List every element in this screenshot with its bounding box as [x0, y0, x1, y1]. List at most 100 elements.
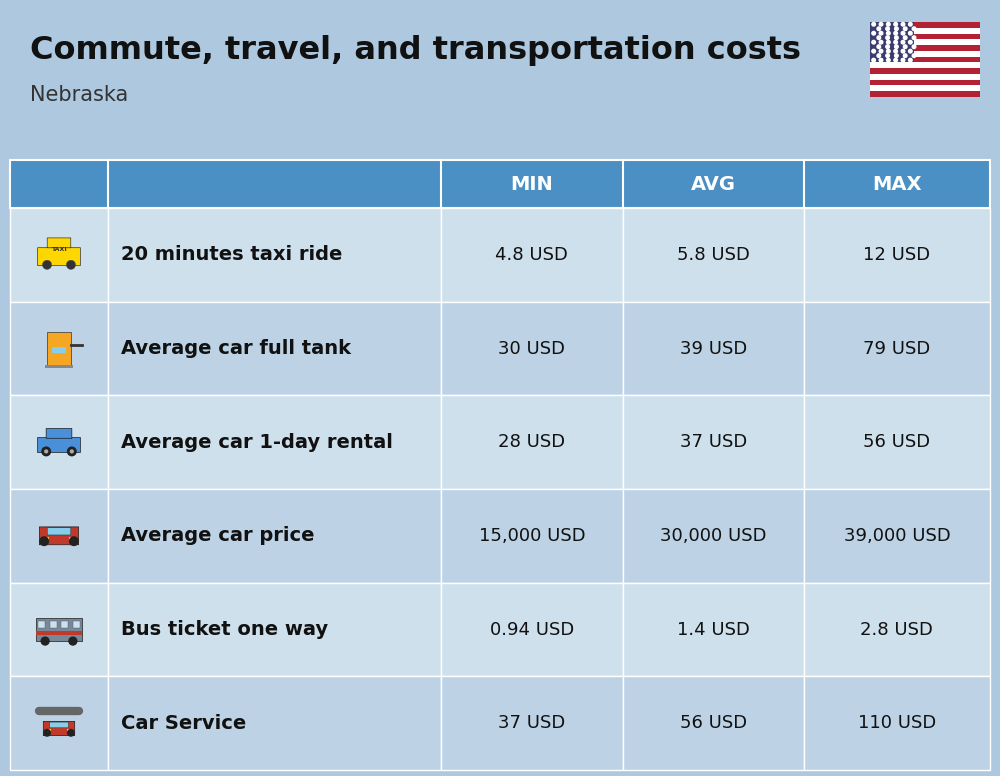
Circle shape [877, 27, 881, 30]
Text: AVG: AVG [691, 175, 736, 193]
Bar [10, 395, 108, 489]
FancyBboxPatch shape [43, 722, 75, 736]
Bar [622, 395, 804, 489]
Circle shape [903, 27, 907, 30]
Circle shape [68, 636, 78, 646]
Text: Bus ticket one way: Bus ticket one way [121, 620, 328, 639]
Text: Average car full tank: Average car full tank [121, 339, 351, 358]
FancyBboxPatch shape [50, 722, 68, 728]
Text: 56 USD: 56 USD [680, 714, 747, 733]
Text: Average car 1-day rental: Average car 1-day rental [121, 433, 393, 452]
Text: TAXI: TAXI [51, 247, 67, 252]
FancyBboxPatch shape [38, 248, 80, 265]
Bar [804, 489, 990, 583]
Circle shape [70, 449, 74, 453]
Bar [622, 677, 804, 770]
FancyBboxPatch shape [47, 238, 71, 248]
Circle shape [895, 27, 898, 30]
Circle shape [872, 31, 875, 35]
Bar [622, 208, 804, 302]
Circle shape [43, 729, 51, 736]
Circle shape [894, 58, 897, 62]
Bar [870, 22, 914, 62]
Text: Car Service: Car Service [121, 714, 247, 733]
Circle shape [879, 50, 883, 53]
Bar [441, 395, 622, 489]
Circle shape [894, 40, 897, 44]
Bar [870, 22, 980, 28]
FancyBboxPatch shape [38, 438, 80, 452]
Bar [870, 62, 980, 68]
Bar [52, 347, 66, 353]
Bar [870, 28, 980, 33]
Circle shape [895, 54, 898, 57]
Bar [870, 45, 980, 51]
Bar [870, 80, 980, 85]
Bar [10, 489, 108, 583]
Bar [870, 22, 980, 97]
Bar [870, 57, 980, 62]
Bar [38, 622, 45, 629]
Circle shape [912, 36, 916, 40]
Bar [69, 537, 73, 540]
Text: 12 USD: 12 USD [863, 246, 930, 264]
Circle shape [42, 260, 52, 269]
Bar [441, 677, 622, 770]
Bar [36, 631, 82, 635]
Bar [67, 729, 70, 732]
Bar [10, 677, 108, 770]
Circle shape [894, 23, 897, 26]
Text: 39,000 USD: 39,000 USD [844, 527, 950, 545]
Circle shape [886, 27, 889, 30]
Text: 0.94 USD: 0.94 USD [490, 621, 574, 639]
Circle shape [39, 536, 49, 546]
Text: Average car price: Average car price [121, 526, 315, 546]
Bar [622, 583, 804, 677]
Circle shape [901, 23, 905, 26]
Text: Commute, travel, and transportation costs: Commute, travel, and transportation cost… [30, 35, 801, 66]
Circle shape [41, 446, 51, 456]
Circle shape [886, 54, 889, 57]
Circle shape [44, 449, 48, 453]
Text: 4.8 USD: 4.8 USD [495, 246, 568, 264]
Bar [61, 622, 68, 629]
Text: 110 USD: 110 USD [858, 714, 936, 733]
Bar [47, 332, 71, 365]
Circle shape [66, 260, 76, 269]
Bar [10, 583, 108, 677]
Text: 20 minutes taxi ride: 20 minutes taxi ride [121, 245, 343, 265]
Bar [441, 583, 622, 677]
Text: MAX: MAX [872, 175, 922, 193]
Circle shape [903, 36, 907, 40]
Bar [870, 85, 980, 92]
Circle shape [877, 45, 881, 48]
Circle shape [879, 23, 883, 26]
Bar [870, 68, 980, 74]
Text: MIN: MIN [510, 175, 553, 193]
Circle shape [912, 54, 916, 57]
Bar [108, 208, 441, 302]
Circle shape [894, 50, 897, 53]
Bar [870, 74, 980, 80]
Text: 2.8 USD: 2.8 USD [860, 621, 933, 639]
Circle shape [879, 58, 883, 62]
Circle shape [67, 729, 75, 736]
Bar [622, 489, 804, 583]
FancyBboxPatch shape [46, 428, 72, 438]
Circle shape [901, 31, 905, 35]
Circle shape [872, 40, 875, 44]
Circle shape [909, 23, 912, 26]
Circle shape [879, 31, 883, 35]
Text: 56 USD: 56 USD [863, 433, 930, 451]
Circle shape [872, 23, 875, 26]
Circle shape [909, 58, 912, 62]
Bar [73, 622, 80, 629]
Circle shape [877, 54, 881, 57]
Bar [870, 51, 980, 57]
Text: 28 USD: 28 USD [498, 433, 565, 451]
Circle shape [912, 45, 916, 48]
Bar [108, 677, 441, 770]
Bar [10, 160, 990, 208]
Circle shape [36, 707, 43, 714]
Bar [441, 489, 622, 583]
